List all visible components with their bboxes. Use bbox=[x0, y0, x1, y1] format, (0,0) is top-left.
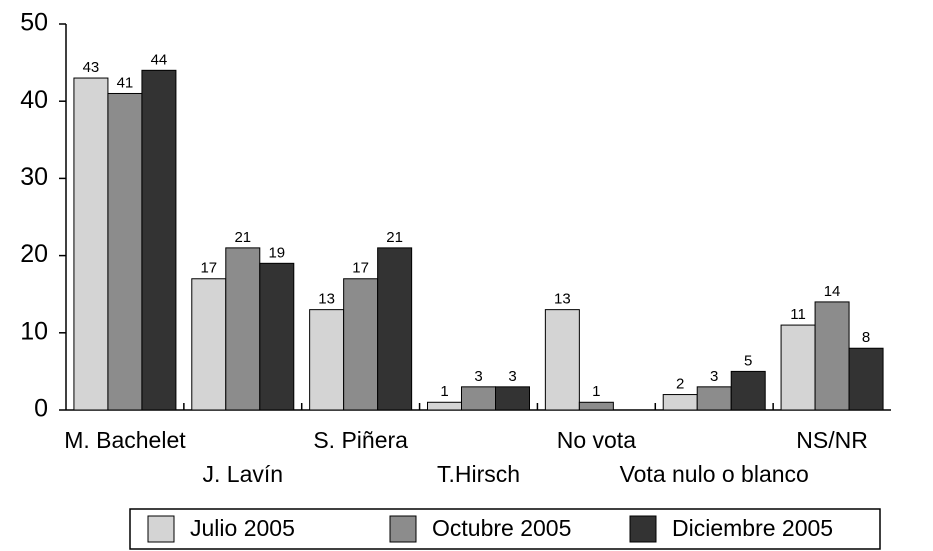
bar bbox=[225, 247, 261, 411]
bar bbox=[309, 309, 345, 411]
value-label: 5 bbox=[744, 352, 752, 369]
legend-label: Julio 2005 bbox=[190, 515, 295, 541]
bar bbox=[780, 324, 816, 411]
value-label: 1 bbox=[592, 383, 600, 400]
bar bbox=[495, 386, 530, 411]
x-tick-label: J. Lavín bbox=[203, 461, 284, 487]
value-label: 2 bbox=[676, 376, 684, 393]
value-label: 43 bbox=[83, 59, 100, 76]
y-tick-label: 50 bbox=[20, 9, 48, 37]
bar bbox=[461, 386, 496, 411]
x-tick-label: M. Bachelet bbox=[64, 427, 186, 453]
y-tick-label: 20 bbox=[20, 240, 48, 268]
legend-swatch bbox=[389, 515, 417, 543]
legend-swatch bbox=[147, 515, 175, 543]
value-label: 14 bbox=[824, 283, 841, 300]
bar bbox=[696, 386, 732, 411]
value-label: 13 bbox=[318, 291, 335, 308]
legend-swatch bbox=[629, 515, 657, 543]
x-tick-label: Vota nulo o blanco bbox=[620, 461, 809, 487]
value-label: 21 bbox=[234, 229, 251, 246]
bar bbox=[427, 401, 462, 411]
legend-label: Octubre 2005 bbox=[432, 515, 571, 541]
value-label: 11 bbox=[790, 306, 806, 323]
value-label: 41 bbox=[117, 74, 134, 91]
value-label: 3 bbox=[710, 368, 718, 385]
value-label: 19 bbox=[268, 244, 285, 261]
bar bbox=[107, 92, 143, 411]
x-tick-label: No vota bbox=[557, 427, 636, 453]
x-tick-label: S. Piñera bbox=[313, 427, 408, 453]
y-tick-label: 0 bbox=[34, 395, 48, 423]
bar bbox=[578, 401, 614, 411]
bar bbox=[343, 278, 379, 411]
legend-box bbox=[129, 508, 881, 550]
y-tick-label: 30 bbox=[20, 163, 48, 191]
value-label: 17 bbox=[352, 260, 369, 277]
bar bbox=[259, 262, 295, 411]
value-label: 3 bbox=[508, 368, 516, 385]
bar bbox=[730, 370, 766, 411]
value-label: 1 bbox=[440, 383, 448, 400]
y-tick-label: 40 bbox=[20, 86, 48, 114]
value-label: 21 bbox=[386, 229, 403, 246]
value-label: 8 bbox=[862, 329, 870, 346]
value-label: 44 bbox=[151, 51, 168, 68]
value-label: 17 bbox=[200, 260, 217, 277]
value-label: 3 bbox=[474, 368, 482, 385]
bar bbox=[544, 309, 580, 411]
bar bbox=[73, 77, 109, 411]
y-tick-label: 10 bbox=[20, 317, 48, 345]
bar bbox=[662, 394, 698, 411]
x-tick-label: T.Hirsch bbox=[437, 461, 520, 487]
legend-label: Diciembre 2005 bbox=[672, 515, 833, 541]
bar bbox=[814, 301, 850, 411]
bar bbox=[377, 247, 413, 411]
bar bbox=[141, 69, 177, 411]
bar bbox=[848, 347, 884, 411]
x-tick-label: NS/NR bbox=[796, 427, 868, 453]
value-label: 13 bbox=[554, 291, 571, 308]
bar bbox=[191, 278, 227, 411]
